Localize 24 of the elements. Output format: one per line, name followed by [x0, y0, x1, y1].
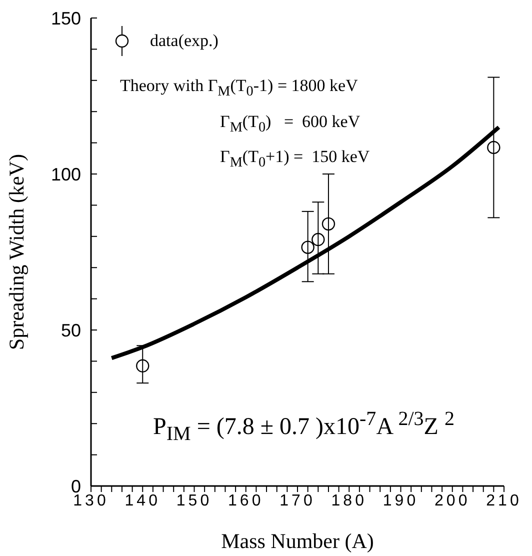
- point: [136, 359, 150, 372]
- legend-label: data(exp.): [150, 31, 218, 51]
- annotation: Γ$_{M}$(T$_{0}$+1) = 150 keV: [220, 147, 370, 172]
- x-tick-label: 180: [331, 492, 367, 510]
- x-tick-label: 140: [124, 492, 160, 510]
- y-tick-label: 50: [60, 320, 81, 340]
- point: [312, 232, 325, 246]
- y-tick-label: 100: [50, 164, 81, 184]
- annotation: Γ$_{M}$(T$_{0}$) = 600 keV: [220, 112, 360, 136]
- point: [322, 217, 336, 231]
- x-tick-label: 150: [176, 492, 212, 510]
- point: [301, 240, 314, 254]
- x-tick-label: 200: [434, 492, 470, 510]
- x-axis-title: Mass Number (A): [221, 529, 374, 553]
- x-tick-label: 130: [73, 492, 109, 510]
- y-axis-title: Spreading Width (keV): [4, 154, 28, 350]
- point: [487, 140, 500, 154]
- x-tick-label: 210: [486, 492, 522, 510]
- y-tick-label: 150: [50, 8, 81, 28]
- annotation: Theory with Γ$_{M}$(T$_{0}$-1) = 1800 keV: [120, 76, 358, 100]
- x-tick-label: 170: [280, 492, 316, 510]
- annotation: P$_{IM}$ = (7.8 ± 0.7 )x10$^{-7}$A $^{2/3}$Z $^{2}$: [153, 408, 454, 446]
- x-tick-label: 190: [382, 492, 419, 510]
- x-tick-label: 160: [228, 492, 264, 510]
